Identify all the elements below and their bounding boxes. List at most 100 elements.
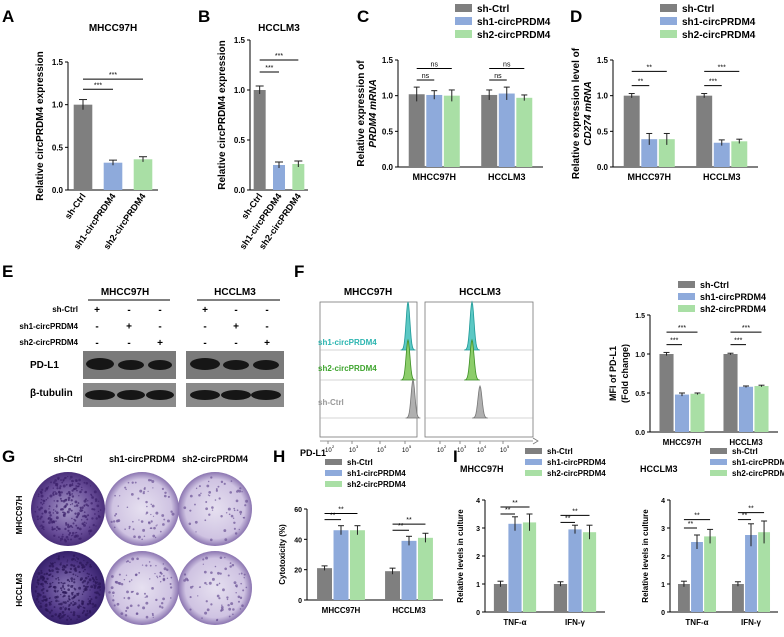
colony-col-3: sh2-circPRDM4 [182, 454, 248, 464]
flow-histograms: MHCC97H HCCLM3 sh1-circPRDM4 sh2-circPRD… [300, 287, 539, 458]
panel-label-i: I [453, 447, 458, 466]
wb-sign: - [234, 338, 237, 349]
sig-label: ns [422, 73, 430, 80]
bar [713, 142, 730, 167]
sig-label: ** [330, 513, 336, 520]
y-axis-label-2: CD274 mRNA [583, 81, 594, 145]
legend-swatch [455, 4, 472, 12]
sig-label: ** [406, 517, 412, 524]
wb-sign: + [202, 305, 208, 316]
sig-label: *** [109, 72, 117, 79]
sig-label: ** [565, 515, 571, 522]
y-tick-label: 2 [476, 554, 480, 561]
bar [758, 532, 771, 612]
colony-plate-5 [105, 551, 179, 625]
y-tick-label: 0 [298, 598, 302, 605]
flow-tick-exp: 3 [464, 444, 467, 449]
flow-tick-label: 10 [325, 448, 332, 454]
flow-title-1: MHCC97H [344, 287, 392, 298]
x-tick-label: IFN-γ [741, 618, 762, 627]
wb-sign: - [265, 305, 268, 316]
legend-label: sh2-circPRDM4 [547, 469, 606, 478]
colony-plate-2 [105, 472, 179, 546]
legend-label: sh1-circPRDM4 [732, 458, 784, 467]
y-axis-label: Relative circPRDM4 expression [217, 40, 228, 190]
bar [408, 94, 425, 167]
colony-plate-1 [31, 472, 105, 546]
chart-title: MHCC97H [460, 464, 504, 474]
legend-swatch [325, 481, 342, 487]
wb-sign: + [94, 305, 100, 316]
colony-row-1: MHCC97H [15, 495, 24, 534]
colony-col-1: sh-Ctrl [54, 454, 83, 464]
sig-label: *** [742, 325, 750, 332]
bar [508, 523, 522, 612]
y-axis-label: Relative levels in culture [641, 509, 650, 603]
legend-swatch [660, 17, 677, 25]
y-tick-label: 0.5 [234, 136, 246, 145]
y-tick-label: 0.5 [52, 143, 64, 152]
bar [493, 584, 508, 612]
sig-label: ** [398, 523, 404, 530]
legend-label: sh1-circPRDM4 [547, 458, 606, 467]
wb-row-3: sh2-circPRDM4 [19, 338, 78, 347]
y-tick-label: 1.5 [382, 56, 394, 65]
sig-label: ** [748, 506, 754, 513]
bar [731, 141, 748, 167]
legend-label: sh-Ctrl [682, 4, 714, 15]
x-tick-label: MHCC97H [627, 172, 671, 182]
legend-swatch [678, 281, 695, 288]
bar [253, 90, 266, 190]
flow-xlabel: PD-L1 [300, 448, 326, 458]
legend-swatch [660, 30, 677, 38]
wb-group-2: HCCLM3 [214, 287, 256, 298]
y-tick-label: 1.0 [635, 352, 645, 359]
wb-sign: - [95, 338, 98, 349]
wb-band-tubulin: β-tubulin [30, 388, 73, 399]
legend-label: sh2-circPRDM4 [732, 469, 784, 478]
bar [641, 139, 658, 167]
chart-b: 0.00.51.01.5sh-Ctrlsh1-circPRDM4sh2-circ… [217, 23, 308, 251]
bar [690, 393, 705, 432]
sig-label: *** [670, 338, 678, 345]
y-tick-label: 0 [476, 610, 480, 617]
panel-label-a: A [2, 7, 14, 26]
y-axis-label: Cytotoxicity (%) [278, 524, 287, 585]
sig-label: ns [503, 62, 511, 69]
y-tick-label: 1.0 [52, 101, 64, 110]
sig-label: *** [275, 53, 283, 60]
x-tick-label: TNF-α [503, 618, 526, 627]
sig-label: ns [494, 73, 502, 80]
chart-title: HCCLM3 [640, 464, 678, 474]
bar [553, 584, 568, 612]
bar [731, 584, 744, 612]
panel-label-b: B [198, 7, 210, 26]
bar [745, 535, 757, 612]
legend-label: sh1-circPRDM4 [347, 469, 406, 478]
bar [317, 568, 333, 600]
y-axis-label-2: PRDM4 mRNA [368, 79, 379, 147]
y-tick-label: 1.5 [52, 58, 64, 67]
flow-tick-label: 10 [377, 448, 384, 454]
y-tick-label: 40 [294, 537, 302, 544]
flow-tick-label: 10 [477, 448, 484, 454]
bar [426, 94, 443, 167]
sig-label: ** [694, 513, 700, 520]
flow-row-3: sh-Ctrl [318, 398, 344, 407]
panel-label-h: H [273, 447, 285, 466]
y-tick-label: 1 [661, 582, 665, 589]
legend-swatch [525, 448, 542, 454]
wb-row-2: sh1-circPRDM4 [19, 322, 78, 331]
wb-sign: - [127, 305, 130, 316]
colony-col-2: sh1-circPRDM4 [109, 454, 175, 464]
bar [333, 530, 349, 600]
legend-label: sh2-circPRDM4 [682, 30, 756, 41]
flow-title-2: HCCLM3 [459, 287, 501, 298]
y-tick-label: 1.0 [234, 86, 246, 95]
bar [73, 104, 93, 190]
